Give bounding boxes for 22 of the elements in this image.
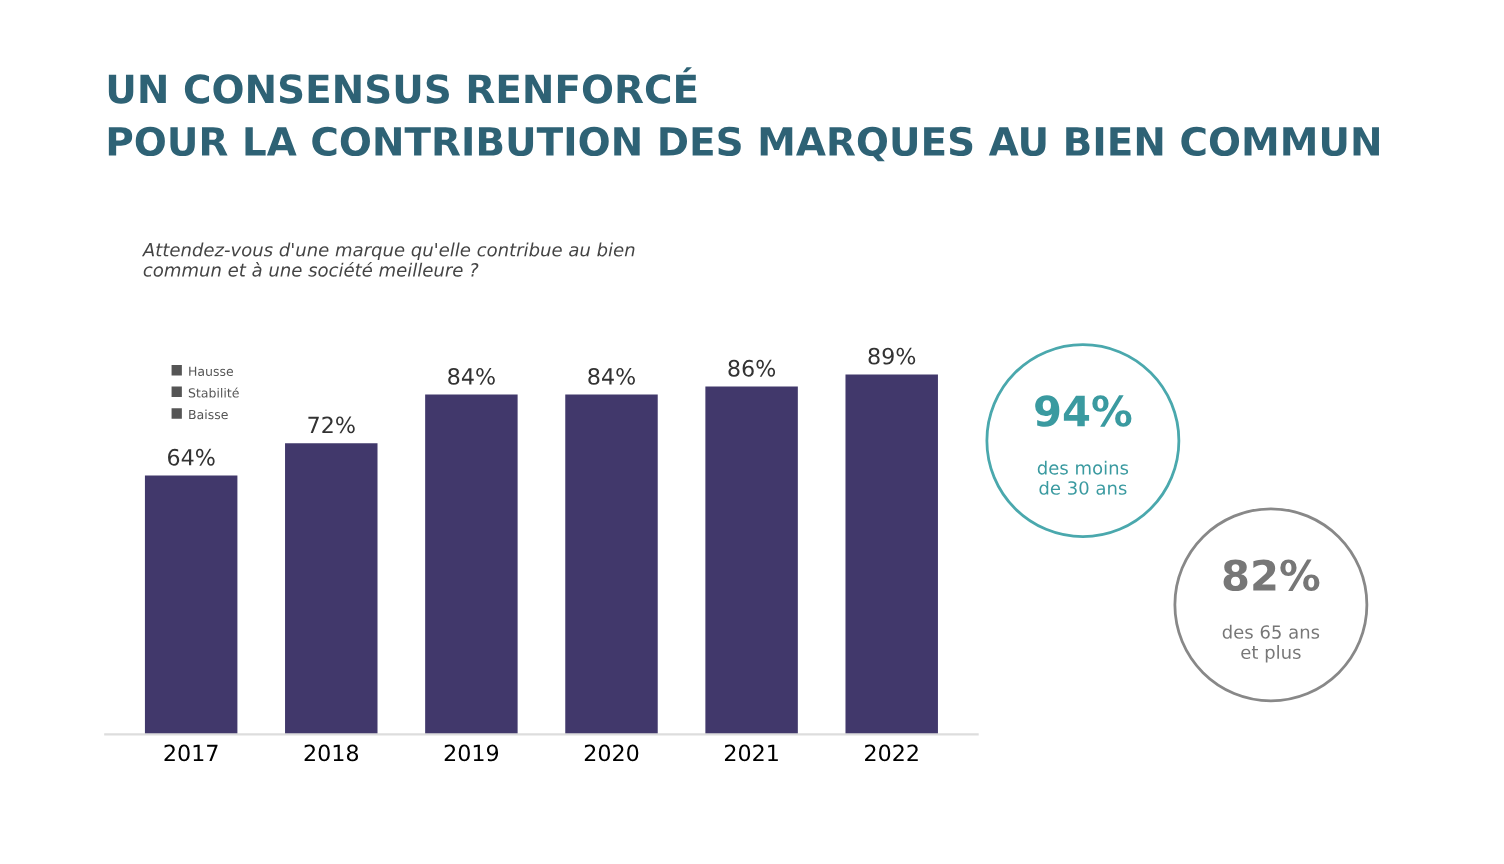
- x-tick-label: 2019: [444, 744, 499, 762]
- chart-subtitle: Attendez-vous d'une marque qu'elle contribue au bien commun et à une société meilleure ?: [141, 242, 635, 277]
- chart-title: UN CONSENSUS RENFORCÉ POUR LA CONTRIBUTION DES MARQUES AU BIEN COMMUN: [108, 67, 1379, 162]
- data-label: 64%: [168, 448, 215, 466]
- data-label: 86%: [728, 359, 776, 377]
- bar: [144, 475, 238, 735]
- data-label: 84%: [448, 367, 495, 385]
- text: 82% des 65 ans et plus: [1222, 559, 1320, 663]
- data-label: 89%: [868, 347, 916, 365]
- bar: [285, 443, 378, 735]
- x-tick-label: 2020: [584, 744, 639, 762]
- x-tick-label: 2022: [865, 744, 918, 762]
- bar: [845, 374, 938, 735]
- bar: [425, 394, 518, 735]
- bar: [565, 394, 658, 735]
- x-tick-label: 2021: [724, 744, 778, 762]
- x-tick-label: 2017: [164, 744, 218, 762]
- data-label: 72%: [308, 416, 355, 434]
- x-tick-label: 2018: [304, 744, 359, 762]
- text: 94% des moins de 30 ans: [1035, 395, 1132, 495]
- bar: [705, 386, 798, 735]
- data-label: 84%: [588, 367, 635, 385]
